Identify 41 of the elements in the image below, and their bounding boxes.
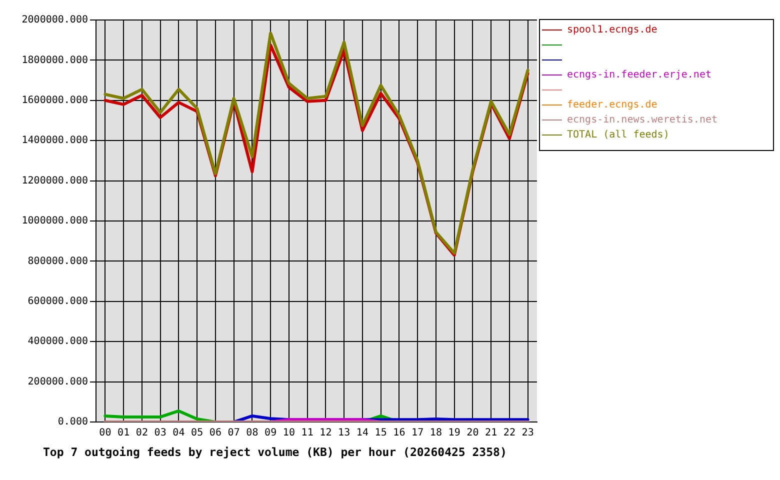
x-tick-label: 00 [99,428,112,439]
x-tick-label: 16 [393,428,406,439]
y-tick-label: 1200000.000 [22,175,88,186]
legend-label: spool1.ecngs.de [567,24,658,36]
x-tick-label: 10 [282,428,295,439]
x-tick-label: 08 [246,428,258,439]
x-tick-label: 22 [503,428,516,439]
x-tick-label: 19 [448,428,460,439]
y-tick-label: 2000000.000 [22,14,88,26]
legend-label: TOTAL (all feeds) [567,130,670,141]
y-tick-label: 800000.000 [28,256,88,267]
y-tick-label: 1000000.000 [22,216,88,227]
y-tick-label: 1400000.000 [22,135,88,146]
x-tick-label: 03 [154,428,166,439]
x-tick-label: 21 [485,428,498,439]
text: Top 7 outgoing feeds by reject volume (KB) per hour (20260425 2358) [42,445,508,459]
x-tick-label: 07 [228,428,240,439]
x-tick-label: 20 [466,428,479,439]
y-tick-label: 1800000.000 [22,54,88,66]
y-tick-label: 400000.000 [28,336,88,348]
legend-label: ecngs-in.feeder.erje.net [567,70,712,81]
y-tick-label: 0.000 [58,416,88,428]
x-tick-label: 01 [118,428,130,439]
y-tick-label: 600000.000 [28,296,88,307]
x-tick-label: 14 [356,428,368,439]
x-tick-label: 02 [136,428,148,439]
x-tick-label: 06 [209,428,222,439]
y-tick-label: 200000.000 [28,376,88,388]
x-tick-label: 13 [338,428,350,439]
y-tick-label: 1600000.000 [22,94,88,106]
x-tick-label: 05 [191,428,204,439]
legend-label: feeder.ecngs.de [567,100,658,111]
x-tick-label: 09 [264,428,277,439]
x-tick-label: 11 [301,428,314,439]
x-tick-label: 15 [374,428,387,439]
x-tick-label: 12 [320,428,332,439]
legend-label: ecngs-in.news.weretis.net [567,114,718,126]
x-tick-label: 17 [412,428,424,439]
x-tick-label: 23 [522,428,534,439]
x-tick-label: 18 [430,428,442,439]
x-tick-label: 04 [172,428,185,439]
